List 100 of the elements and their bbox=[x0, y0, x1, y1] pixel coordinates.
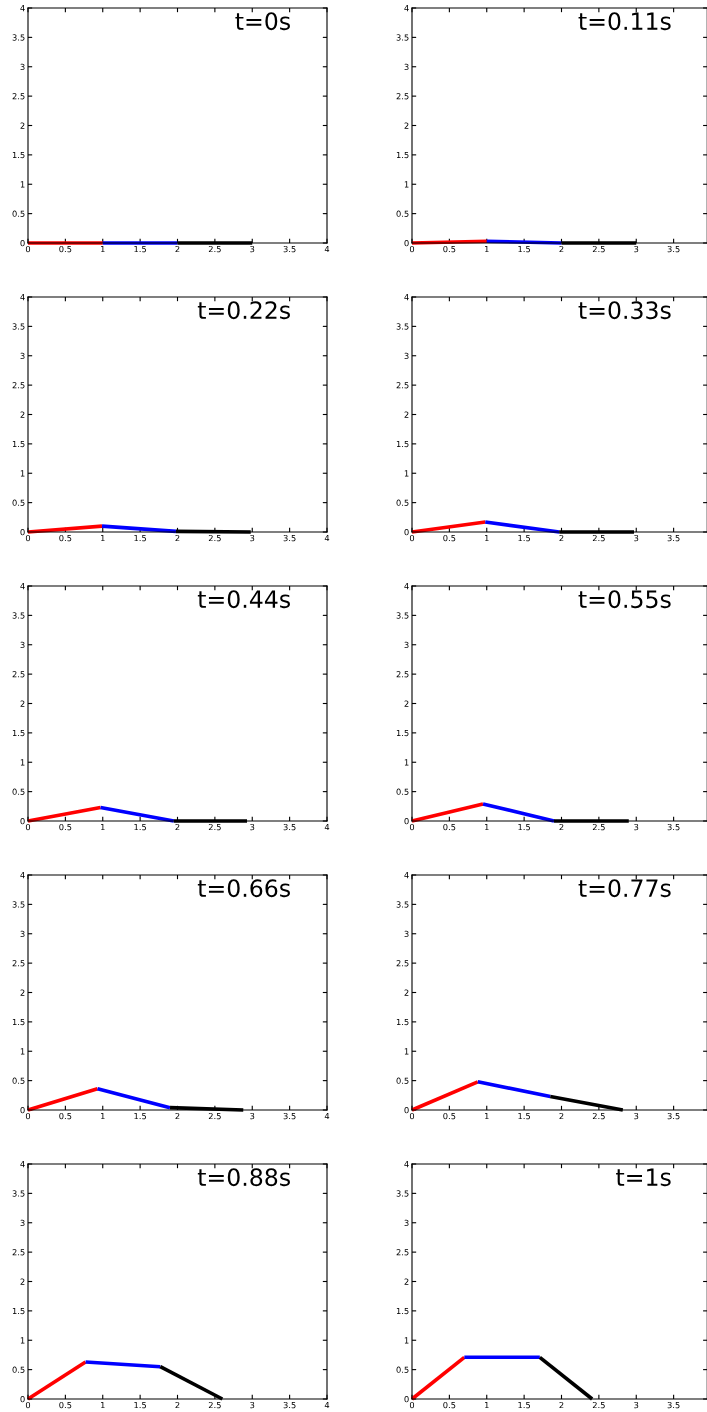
y-tick-label: 3.5 bbox=[12, 34, 25, 41]
y-tick-label: 1.5 bbox=[396, 1018, 409, 1026]
y-tick-label: 0 bbox=[20, 1395, 25, 1403]
x-tick-label: 0.5 bbox=[59, 823, 72, 831]
x-tick-label: 3.5 bbox=[667, 245, 680, 253]
y-tick-label: 3 bbox=[404, 930, 409, 938]
x-tick-label: 1.5 bbox=[518, 1113, 531, 1120]
x-tick-label: 1 bbox=[485, 1402, 489, 1409]
x-tick-label: 2.5 bbox=[592, 1112, 605, 1120]
y-tick-label: 3.5 bbox=[396, 323, 409, 330]
x-tick-label: 0 bbox=[409, 245, 415, 253]
y-tick-label: 1 bbox=[404, 470, 409, 477]
x-tick-label: 2 bbox=[175, 823, 180, 831]
y-tick-label: 2 bbox=[404, 411, 409, 418]
x-tick-label: 2 bbox=[559, 245, 564, 253]
y-tick-label: 0 bbox=[20, 528, 25, 536]
y-tick-label: 2 bbox=[404, 1278, 409, 1285]
y-tick-label: 4 bbox=[20, 872, 25, 879]
x-tick-label: 3.5 bbox=[283, 245, 296, 253]
y-tick-label: 2.5 bbox=[396, 382, 409, 389]
y-tick-label: 0 bbox=[404, 1106, 409, 1114]
y-tick-label: 1.5 bbox=[396, 440, 409, 448]
y-tick-label: 4 bbox=[20, 5, 25, 12]
y-tick-label: 2.5 bbox=[396, 960, 409, 967]
y-tick-label: 0 bbox=[20, 239, 25, 247]
x-tick-label: 3.5 bbox=[283, 534, 296, 542]
x-tick-label: 2 bbox=[175, 534, 180, 542]
x-tick-label: 1.5 bbox=[134, 246, 147, 253]
y-tick-label: 2.5 bbox=[12, 671, 25, 678]
x-tick-label: 0.5 bbox=[59, 1401, 72, 1409]
x-tick-label: 2 bbox=[175, 1112, 180, 1120]
y-tick-label: 0.5 bbox=[396, 788, 409, 795]
x-tick-label: 0.5 bbox=[59, 245, 72, 253]
x-tick-label: 1 bbox=[485, 1113, 489, 1120]
x-tick-label: 2.5 bbox=[208, 245, 221, 253]
x-tick-label: 1.5 bbox=[518, 824, 531, 831]
y-tick-label: 4 bbox=[404, 872, 409, 879]
y-tick-label: 3.5 bbox=[12, 323, 25, 330]
x-tick-label: 0.5 bbox=[59, 1112, 72, 1120]
y-tick-label: 1 bbox=[20, 470, 25, 477]
y-tick-label: 1 bbox=[404, 181, 409, 188]
x-tick-label: 2.5 bbox=[208, 1401, 221, 1409]
x-tick-label: 0 bbox=[25, 1112, 31, 1120]
x-tick-label: 3 bbox=[250, 1401, 255, 1409]
x-tick-label: 4 bbox=[324, 1113, 330, 1120]
x-tick-label: 0.5 bbox=[443, 245, 456, 253]
y-tick-label: 4 bbox=[20, 583, 25, 590]
x-tick-label: 1.5 bbox=[518, 246, 531, 253]
y-tick-label: 3 bbox=[404, 1219, 409, 1227]
x-tick-label: 3 bbox=[250, 1112, 255, 1120]
y-tick-label: 2 bbox=[20, 122, 25, 129]
x-tick-label: 0.5 bbox=[443, 534, 456, 542]
x-tick-label: 0 bbox=[25, 823, 31, 831]
y-tick-label: 2 bbox=[20, 411, 25, 418]
x-tick-label: 2.5 bbox=[208, 534, 221, 542]
y-tick-label: 0 bbox=[20, 817, 25, 825]
y-tick-label: 3 bbox=[20, 641, 25, 649]
y-tick-label: 0 bbox=[404, 817, 409, 825]
y-tick-label: 3.5 bbox=[396, 34, 409, 41]
x-tick-label: 4 bbox=[324, 535, 330, 542]
x-tick-label: 0 bbox=[25, 1401, 31, 1409]
annotation: t=0.77s bbox=[578, 879, 671, 898]
x-tick-label: 3.5 bbox=[283, 1112, 296, 1120]
x-tick-label: 1.5 bbox=[518, 535, 531, 542]
x-tick-label: 3.5 bbox=[283, 823, 296, 831]
y-tick-label: 1.5 bbox=[12, 440, 25, 448]
x-tick-label: 0.5 bbox=[443, 823, 456, 831]
x-tick-label: 4 bbox=[324, 246, 330, 253]
annotation: t=0.33s bbox=[578, 301, 671, 320]
x-tick-label: 2.5 bbox=[592, 245, 605, 253]
x-tick-label: 2 bbox=[559, 823, 564, 831]
x-tick-label: 3.5 bbox=[667, 1112, 680, 1120]
x-tick-label: 3 bbox=[634, 245, 639, 253]
x-tick-label: 1.5 bbox=[518, 1402, 531, 1409]
x-tick-label: 1 bbox=[485, 824, 489, 831]
y-tick-label: 3.5 bbox=[12, 901, 25, 908]
x-tick-label: 3 bbox=[634, 1401, 639, 1409]
x-tick-label: 2 bbox=[559, 1401, 564, 1409]
y-tick-label: 0.5 bbox=[12, 788, 25, 795]
x-tick-label: 0 bbox=[409, 823, 415, 831]
x-tick-label: 0.5 bbox=[59, 534, 72, 542]
y-tick-label: 4 bbox=[20, 1161, 25, 1168]
x-tick-label: 1 bbox=[101, 1402, 105, 1409]
x-tick-label: 1.5 bbox=[134, 1402, 147, 1409]
y-tick-label: 0.5 bbox=[396, 1077, 409, 1084]
y-tick-label: 3.5 bbox=[396, 612, 409, 619]
y-tick-label: 1 bbox=[20, 181, 25, 188]
y-tick-label: 4 bbox=[20, 294, 25, 301]
y-tick-label: 2 bbox=[20, 989, 25, 996]
y-tick-label: 2.5 bbox=[396, 1249, 409, 1256]
y-tick-label: 3 bbox=[20, 1219, 25, 1227]
x-tick-label: 0.5 bbox=[443, 1401, 456, 1409]
y-tick-label: 0 bbox=[404, 239, 409, 247]
y-tick-label: 4 bbox=[404, 1161, 409, 1168]
x-tick-label: 0 bbox=[25, 534, 31, 542]
y-tick-label: 1 bbox=[20, 1337, 25, 1344]
y-tick-label: 2 bbox=[404, 122, 409, 129]
y-tick-label: 1.5 bbox=[396, 729, 409, 737]
y-tick-label: 2.5 bbox=[12, 960, 25, 967]
x-tick-label: 1 bbox=[101, 246, 105, 253]
